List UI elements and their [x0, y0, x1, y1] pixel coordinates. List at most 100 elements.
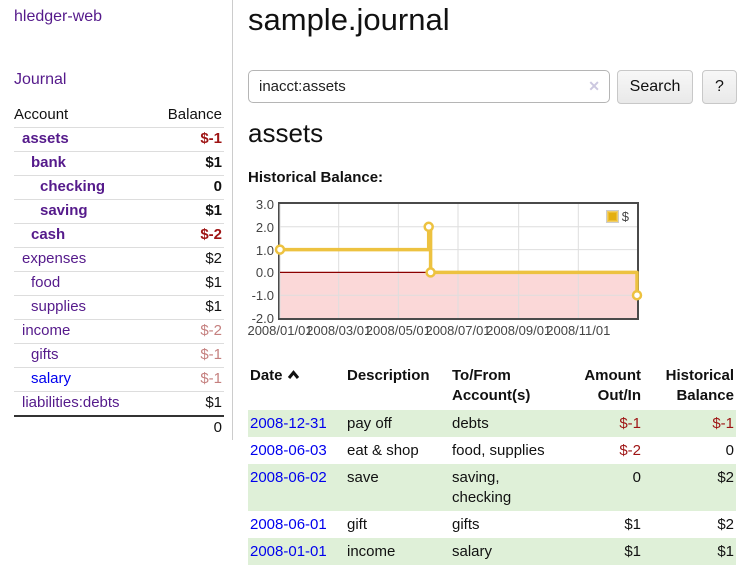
register-header-accounts: To/From Account(s)	[452, 367, 531, 404]
transaction-balance: $2	[717, 469, 734, 486]
account-link-cash[interactable]: cash	[31, 226, 66, 243]
app-brand-link[interactable]: hledger-web	[14, 8, 103, 25]
transaction-accounts: salary	[452, 543, 493, 560]
main-content: sample.journal ✕ Search ? assets Histori…	[247, 0, 738, 582]
y-axis-tick-label: 3.0	[255, 197, 274, 212]
account-link-gifts[interactable]: gifts	[31, 346, 59, 363]
transaction-amount: $-1	[619, 415, 641, 432]
transaction-date-link[interactable]: 2008-06-03	[250, 442, 327, 459]
register-table: Date Description To/From Account(s) Amou…	[248, 362, 736, 565]
x-axis-tick-label: 2008/01/01	[247, 323, 313, 338]
search-input[interactable]	[248, 70, 610, 103]
account-link-income[interactable]: income	[22, 322, 71, 339]
register-row: 2008-06-01 gift gifts $1 $2	[248, 511, 736, 538]
account-row-supplies: supplies $1	[14, 295, 224, 320]
x-axis-tick-label: 2008/11/01	[546, 323, 611, 338]
register-row: 2008-06-02 save saving, checking 0 $2	[248, 464, 736, 511]
account-balance: $-1	[200, 370, 222, 387]
account-balance: $-2	[200, 226, 222, 243]
x-axis-tick-label: 2008/07/01	[425, 323, 491, 338]
transaction-description: gift	[347, 516, 368, 533]
register-header-amount: Amount Out/In	[584, 367, 641, 404]
transaction-date-link[interactable]: 2008-06-01	[250, 516, 327, 533]
register-header-row: Date Description To/From Account(s) Amou…	[248, 362, 736, 410]
account-row-food: food $1	[14, 271, 224, 296]
accounts-total-row: 0	[14, 416, 224, 440]
account-balance: $-1	[200, 346, 222, 363]
transaction-accounts: food, supplies	[452, 442, 545, 459]
account-link-checking[interactable]: checking	[40, 178, 106, 195]
account-link-supplies[interactable]: supplies	[31, 298, 87, 315]
y-axis-tick-label: 0.0	[255, 265, 274, 281]
account-link-salary[interactable]: salary	[31, 370, 72, 387]
register-row: 2008-06-03 eat & shop food, supplies $-2…	[248, 437, 736, 464]
search-form: ✕ Search ?	[248, 70, 738, 104]
historical-balance-chart: 3.0 2.0 1.0 0.0 -1.0 -2.0 $ 2008/01/01 2008/03…	[247, 198, 643, 342]
account-link-bank[interactable]: bank	[31, 154, 67, 171]
account-row-saving: saving $1	[14, 199, 224, 224]
account-row-cash: cash $-2	[14, 223, 224, 248]
chart-canvas	[274, 204, 643, 318]
x-axis-tick-label: 2008/09/01	[486, 323, 552, 338]
register-row: 2008-12-31 pay off debts $-1 $-1	[248, 410, 736, 437]
sidebar: hledger-web Journal Account Balance asse…	[0, 0, 233, 440]
register-header-balance: Historical Balance	[665, 367, 734, 404]
accounts-table: Account Balance assets $-1 bank $1 check…	[14, 103, 224, 440]
transaction-accounts: gifts	[452, 516, 480, 533]
legend-label: $	[621, 209, 629, 224]
transaction-description: income	[347, 543, 396, 560]
help-button[interactable]: ?	[702, 70, 737, 104]
transaction-date-link[interactable]: 2008-01-01	[250, 543, 327, 560]
page-title: sample.journal	[248, 2, 450, 37]
account-link-assets[interactable]: assets	[22, 130, 69, 147]
transaction-amount: $1	[624, 516, 641, 533]
account-row-assets: assets $-1	[14, 127, 224, 152]
transaction-balance: $1	[717, 543, 734, 560]
chart-legend: $	[603, 208, 631, 225]
account-row-bank: bank $1	[14, 151, 224, 176]
transaction-amount: $1	[624, 543, 641, 560]
account-balance: $1	[205, 394, 222, 411]
transaction-balance: $2	[717, 516, 734, 533]
transaction-accounts: saving, checking	[452, 469, 512, 506]
register-row: 2008-01-01 income salary $1 $1	[248, 538, 736, 565]
account-link-liabilities-debts[interactable]: liabilities:debts	[22, 394, 120, 411]
chart-heading: Historical Balance:	[248, 169, 384, 186]
register-header-description: Description	[347, 367, 430, 384]
chart-plot-area[interactable]: $	[274, 202, 643, 320]
account-balance: $1	[205, 154, 222, 171]
transaction-balance: $-1	[712, 415, 734, 432]
register-header-date[interactable]: Date	[248, 362, 345, 410]
accounts-total-value: 0	[213, 419, 222, 436]
sort-ascending-icon	[287, 366, 300, 386]
transaction-date-link[interactable]: 2008-12-31	[250, 415, 327, 432]
account-row-gifts: gifts $-1	[14, 343, 224, 368]
account-link-saving[interactable]: saving	[40, 202, 88, 219]
account-balance: $1	[205, 274, 222, 291]
transaction-accounts: debts	[452, 415, 489, 432]
legend-swatch-icon	[605, 210, 619, 223]
y-axis-labels: 3.0 2.0 1.0 0.0 -1.0 -2.0	[248, 198, 274, 326]
account-row-liabilities-debts: liabilities:debts $1	[14, 391, 224, 417]
clear-search-icon[interactable]: ✕	[588, 78, 600, 94]
account-balance: $1	[205, 202, 222, 219]
accounts-header-balance: Balance	[167, 106, 222, 123]
y-axis-tick-label: -2.0	[251, 311, 274, 326]
sidebar-item-journal[interactable]: Journal	[14, 71, 67, 88]
account-balance: 0	[213, 178, 222, 195]
account-page-title: assets	[248, 118, 324, 148]
account-link-expenses[interactable]: expenses	[22, 250, 87, 267]
transaction-description: pay off	[347, 415, 392, 432]
account-link-food[interactable]: food	[31, 274, 61, 291]
x-axis-tick-label: 2008/05/01	[365, 323, 431, 338]
account-row-salary: salary $-1	[14, 367, 224, 392]
y-axis-tick-label: 1.0	[255, 242, 274, 258]
account-balance: $2	[205, 250, 222, 267]
y-axis-tick-label: -1.0	[251, 288, 274, 304]
search-button[interactable]: Search	[617, 70, 693, 104]
account-balance: $1	[205, 298, 222, 315]
account-row-income: income $-2	[14, 319, 224, 344]
account-balance: $-2	[200, 322, 222, 339]
transaction-date-link[interactable]: 2008-06-02	[250, 469, 327, 486]
transaction-balance: 0	[725, 442, 734, 459]
